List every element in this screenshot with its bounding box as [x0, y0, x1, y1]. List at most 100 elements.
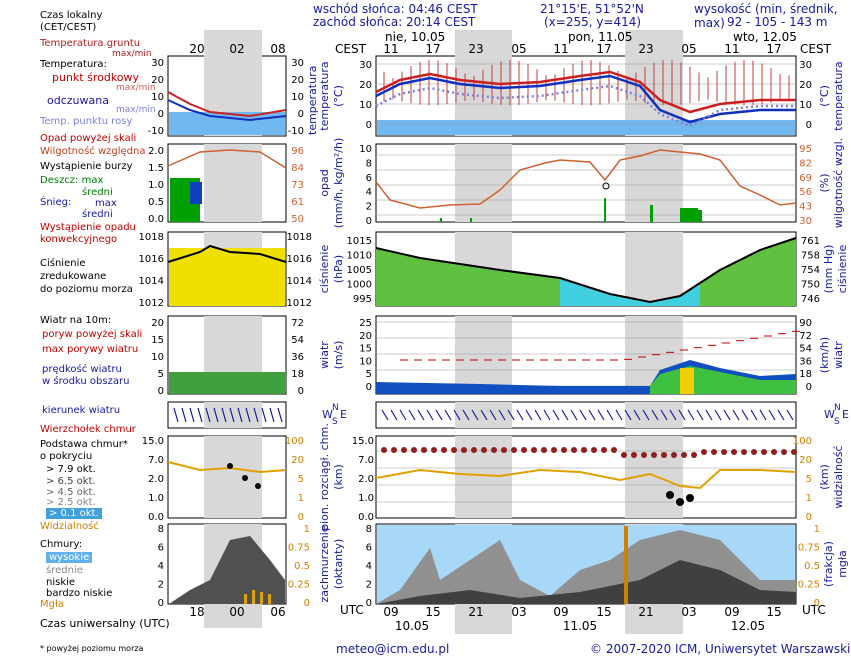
mini-cloud-area: [169, 536, 285, 604]
mini-visr-tick-2: 0.5: [294, 561, 310, 572]
precip-bar-3: [690, 210, 702, 222]
mini-cloudr-tick-4: 0: [298, 512, 304, 523]
pressmm-tick-0: 761: [801, 236, 820, 247]
compass-e-left: E: [340, 408, 347, 421]
cloud-top-dot: [651, 452, 657, 458]
vis-tick-0: 8: [366, 524, 372, 535]
hour-top-2: 23: [468, 42, 483, 56]
sunrise-text: wschód słońca: 04:46 CEST: [313, 2, 478, 16]
mini-fog-2: [260, 592, 263, 604]
night-band-press-1: [625, 232, 683, 306]
hour-bottom-4: 09: [553, 605, 568, 619]
compass-w-left: W: [322, 408, 333, 421]
hum-tick-3: 56: [799, 187, 812, 198]
mini-temp-line: [167, 91, 287, 118]
mini-night-header-0: [204, 30, 262, 56]
hum-tick-1: 82: [799, 158, 812, 169]
press-tick-2: 1005: [347, 265, 372, 276]
precip-bar-1: [650, 205, 653, 222]
mini-wind-arrow: [245, 407, 251, 423]
wind-tick-2: 15: [359, 344, 372, 355]
soil-temp-maxmin: max/min: [112, 49, 152, 59]
cloud-top-dot: [581, 447, 587, 453]
mini-wind-arrow: [189, 407, 195, 423]
vis-title-r: mgła: [836, 550, 849, 578]
hour-top-5: 17: [596, 42, 611, 56]
main-panel-precip: [375, 143, 797, 223]
hum-tick-2: 69: [799, 173, 812, 184]
mini-visr-tick-3: 0.25: [288, 580, 310, 591]
mini-wind-arrow: [253, 407, 259, 423]
precip-title-l: opad: [318, 169, 331, 196]
cloud-top-dot: [671, 452, 677, 458]
wind-arrow: [579, 409, 587, 421]
day-top-0: nie, 10.05: [385, 30, 445, 44]
high-clouds-label: wysokie: [46, 552, 93, 563]
contact-email[interactable]: meteo@icm.edu.pl: [336, 642, 450, 656]
mini-vis-tick-3: 2: [158, 580, 164, 591]
cloud-top-dot: [631, 452, 637, 458]
wind-arrow: [435, 409, 443, 421]
gust-above-label: poryw powyżej skali: [42, 329, 143, 340]
wind-arrow: [750, 409, 758, 421]
wind-arrow: [462, 409, 470, 421]
cloud-top-dot: [391, 447, 397, 453]
hour-top-4: 11: [553, 42, 568, 56]
mini-windkmh-tick-2: 36: [291, 352, 304, 363]
coordinates-text: 21°15'E, 51°52'N: [540, 2, 644, 16]
mini-wind-arrow: [237, 407, 243, 423]
cloud-top-dot: [461, 447, 467, 453]
cloud-top-dot: [721, 449, 727, 455]
storm-label: Wystąpienie burzy: [40, 161, 133, 172]
low-cloud-area: [376, 560, 796, 604]
wind-arrow: [615, 409, 623, 421]
utc-time-label: Czas uniwersalny (UTC): [40, 617, 170, 630]
cloud-top-dot: [591, 447, 597, 453]
temp-title-r: temperatura: [832, 61, 845, 130]
wind-arrow: [759, 409, 767, 421]
snow-mid-label: średni: [82, 209, 113, 220]
mini-snow-bar: [190, 182, 202, 204]
visibility-label: Widzialność: [40, 521, 99, 532]
precip-tick-1: 8: [366, 158, 372, 169]
compass-s-right: S: [834, 417, 840, 427]
wind-arrow: [723, 409, 731, 421]
night-footer-0: [455, 604, 512, 634]
mini-temp-tick-r-4: -10: [288, 126, 304, 137]
sunset-text: zachód słońca: 20:14 CEST: [313, 15, 476, 29]
temperature-label: Temperatura:: [40, 59, 107, 70]
mini-cloud-dot-2: [255, 483, 261, 489]
mini-cloud-tick-4: 0.0: [148, 512, 164, 523]
day-top-1: pon, 11.05: [568, 30, 633, 44]
wind-arrow: [408, 409, 416, 421]
cloud-top-dot: [431, 447, 437, 453]
mini-wind-arrow: [181, 407, 187, 423]
cloud-top-dot: [421, 447, 427, 453]
mini-press-tick-r-1: 1016: [287, 254, 312, 265]
felt-temp-label: odczuwana: [47, 94, 109, 107]
night-footer-1: [625, 604, 683, 634]
footnote: * powyżej poziomu morza: [40, 644, 144, 653]
mini-hum-tick-3: 61: [291, 197, 304, 208]
mini-wind-arrow: [197, 407, 203, 423]
night-header-1: [625, 30, 683, 56]
temp-unit-l: (°C): [332, 85, 345, 107]
cloud-top-dot: [541, 447, 547, 453]
wind-arrow: [534, 409, 542, 421]
wind-arrow: [543, 409, 551, 421]
grid-text: (x=255, y=414): [544, 15, 642, 29]
temp-tick-3: 0: [366, 120, 372, 131]
fog-bar: [624, 526, 628, 604]
precip-unit-l: (mm/h, kg/m²/h): [332, 138, 345, 229]
mini-cloudr-tick-1: 20: [291, 455, 304, 466]
mini-vis-tick-2: 4: [158, 561, 164, 572]
cloud-top-dot: [441, 447, 447, 453]
hour-bottom-2: 21: [468, 605, 483, 619]
low-cloud-dot-2: [686, 494, 694, 502]
wind-arrow: [777, 409, 785, 421]
compass-n-left: N: [332, 403, 339, 413]
cloud-top-dot: [481, 447, 487, 453]
wind-arrow: [525, 409, 533, 421]
cloud-top-dot: [681, 452, 687, 458]
cloud-top-dot: [411, 447, 417, 453]
